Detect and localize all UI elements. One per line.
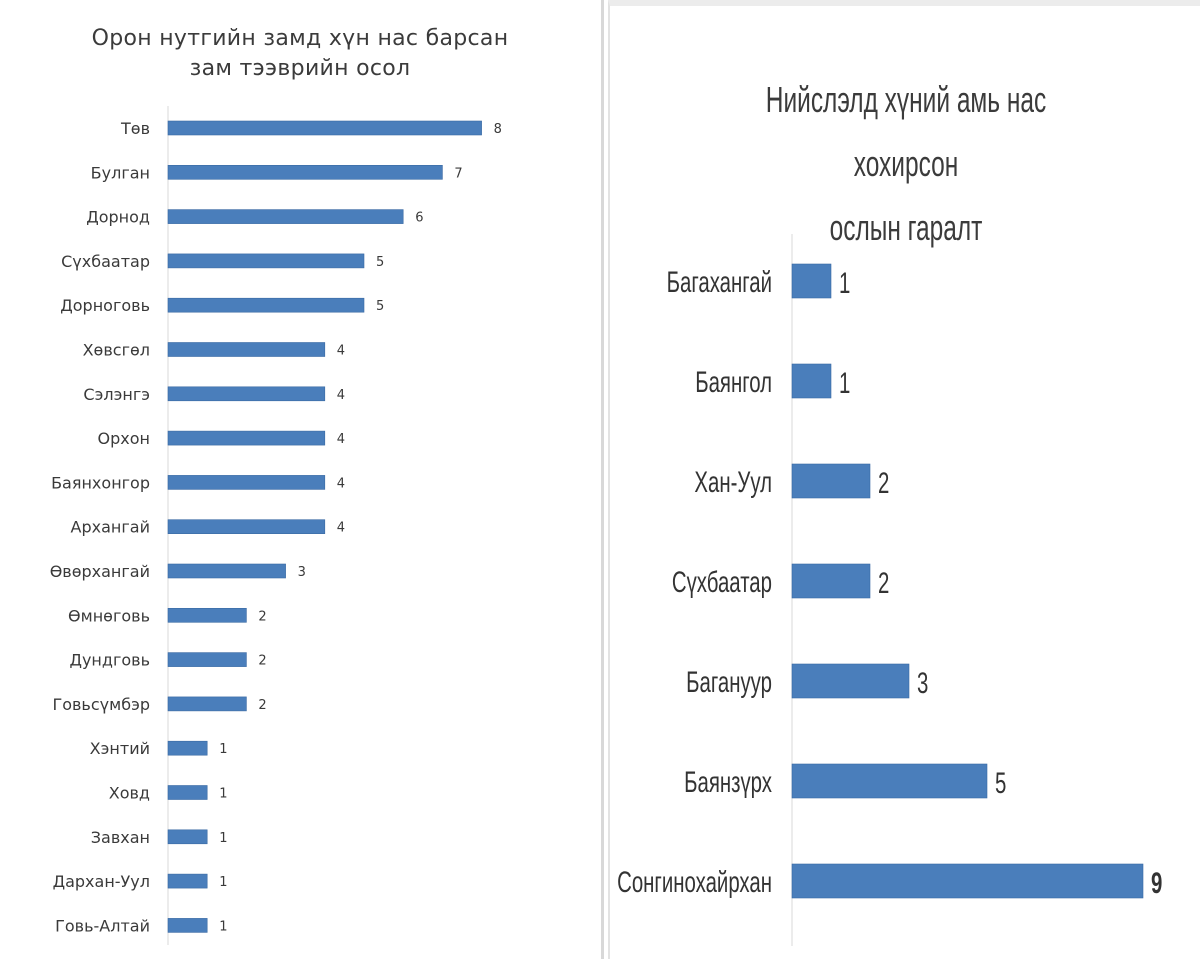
category-label: Өвөрхангай (50, 562, 150, 581)
category-label: Дундговь (69, 651, 150, 670)
data-label: 1 (219, 742, 227, 757)
category-label: Завхан (91, 828, 150, 847)
bar (791, 663, 910, 699)
category-label: Говьсүмбэр (52, 695, 150, 714)
bar (791, 463, 871, 499)
data-label: 5 (376, 299, 384, 314)
category-label: Баянзүрх (684, 766, 772, 799)
category-label: Хан-Уул (694, 466, 772, 499)
category-label: Сонгинохайрхан (617, 866, 772, 899)
category-label: Орхон (98, 429, 150, 448)
bar (791, 263, 832, 299)
bar (167, 386, 326, 402)
right-title-line-2: ослын гаралт (829, 207, 983, 248)
bar (167, 120, 482, 136)
category-label: Булган (91, 163, 150, 182)
data-label: 2 (878, 567, 889, 600)
right-chart-panel: Нийслэлд хүний амь нас хохирсон ослын га… (608, 0, 1200, 959)
category-label: Сүхбаатар (672, 566, 772, 599)
right-bar-chart: Багахангай 1 Баянгол 1 Хан-Уул 2 Сүхбаатар 2 Баг… (617, 234, 1162, 946)
data-label: 1 (219, 919, 227, 934)
data-label: 5 (995, 767, 1006, 800)
category-label: Төв (120, 119, 150, 138)
bar (167, 209, 404, 224)
data-label: 6 (415, 211, 423, 226)
data-label: 5 (376, 255, 384, 270)
left-chart-panel: Орон нутгийн замд хүн нас барсан зам тээ… (20, 0, 604, 959)
data-label: 7 (454, 166, 462, 181)
bar (167, 563, 286, 579)
bar (791, 563, 871, 599)
bar (167, 918, 208, 933)
bar (167, 253, 365, 269)
bar (167, 785, 208, 800)
category-label: Хэнтий (90, 739, 150, 758)
bar (791, 863, 1144, 899)
data-label: 1 (839, 267, 850, 300)
bar (167, 607, 247, 623)
category-label: Дархан-Уул (53, 872, 150, 891)
bar (167, 740, 208, 756)
data-label: 4 (337, 521, 345, 536)
bar (167, 696, 247, 712)
bar (167, 652, 247, 667)
left-chart-title: Орон нутгийн замд хүн нас барсан зам тээ… (20, 24, 580, 84)
category-label: Говь-Алтай (55, 916, 150, 935)
data-label: 1 (219, 875, 227, 890)
bar (167, 519, 326, 535)
bar (167, 475, 326, 490)
data-label: 9 (1151, 867, 1162, 900)
data-label: 2 (258, 654, 266, 669)
bar (167, 342, 326, 357)
category-label: Ховд (109, 784, 150, 803)
data-label: 8 (494, 122, 502, 137)
bar (167, 165, 443, 180)
data-label: 1 (219, 787, 227, 802)
bar (167, 430, 326, 446)
left-title-line-2: зам тээврийн осол (189, 56, 411, 81)
data-label: 3 (917, 667, 928, 700)
data-label: 2 (258, 609, 266, 624)
data-label: 1 (219, 831, 227, 846)
data-label: 2 (878, 467, 889, 500)
category-label: Баянгол (695, 366, 772, 399)
data-label: 4 (337, 388, 345, 403)
bar (791, 763, 988, 799)
right-title-line-1: Нийслэлд хүний амь нас хохирсон (765, 79, 1047, 184)
left-bar-chart: Төв 8 Булган 7 Дорнод 6 Сүхбаатар 5 Дорноговь 5 Хө… (50, 106, 502, 945)
bar (167, 829, 208, 845)
category-label: Багахангай (667, 266, 772, 299)
category-label: Баянхонгор (51, 473, 150, 492)
data-label: 2 (258, 698, 266, 713)
bar (167, 297, 365, 313)
data-label: 1 (839, 367, 850, 400)
data-label: 4 (337, 432, 345, 447)
left-title-line-1: Орон нутгийн замд хүн нас барсан (91, 26, 509, 51)
right-chart-title: Нийслэлд хүний амь нас хохирсон ослын га… (712, 68, 1101, 260)
category-label: Хөвсгөл (83, 341, 150, 360)
category-label: Дорноговь (60, 296, 150, 315)
data-label: 4 (337, 476, 345, 491)
category-label: Дорнод (86, 208, 150, 227)
category-label: Өмнөговь (68, 606, 150, 625)
bar (791, 363, 832, 399)
category-label: Багануур (686, 666, 772, 699)
bar (167, 873, 208, 889)
category-label: Сэлэнгэ (83, 385, 150, 404)
category-label: Сүхбаатар (61, 252, 150, 271)
data-label: 3 (298, 565, 306, 580)
data-label: 4 (337, 344, 345, 359)
category-label: Архангай (71, 518, 150, 537)
